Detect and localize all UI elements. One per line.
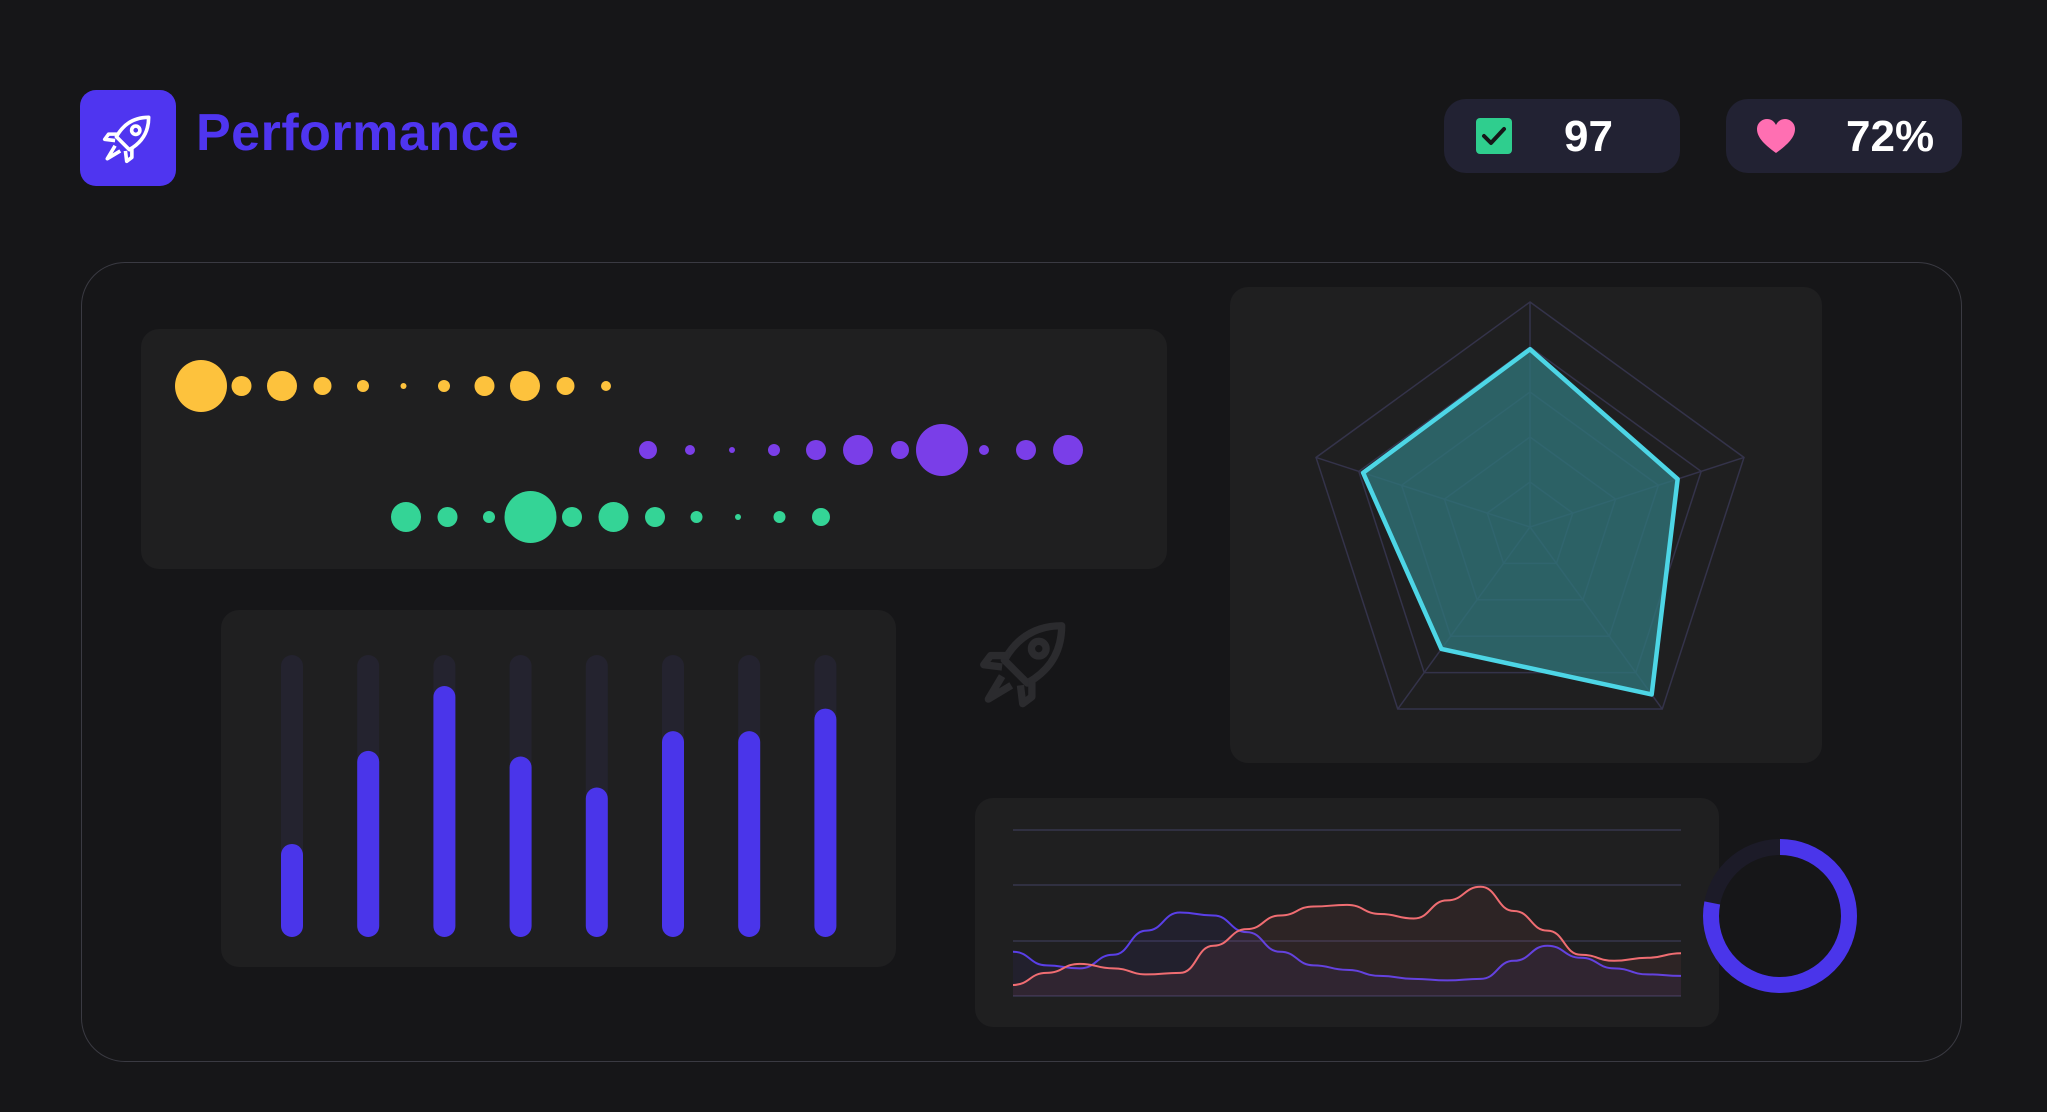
dot-point: [735, 514, 741, 520]
dot-point: [773, 511, 786, 523]
dot-point: [645, 507, 665, 527]
dot-point: [438, 380, 450, 392]
dot-point: [1016, 440, 1036, 460]
dot-point: [639, 441, 657, 459]
dot-point: [483, 511, 495, 523]
line-chart: [1012, 829, 1682, 997]
dot-point: [400, 383, 407, 389]
radar-grid-ring: [1315, 301, 1745, 710]
dot-point: [556, 377, 575, 395]
bar: [433, 686, 456, 937]
rocket-watermark-icon: [980, 622, 1066, 708]
dot-point: [175, 360, 227, 412]
dot-point: [979, 445, 989, 455]
rocket-icon: [102, 115, 151, 164]
dot-point: [562, 507, 582, 527]
dot-point: [313, 377, 332, 395]
line-area: [1013, 912, 1681, 996]
line-series: [1012, 885, 1682, 986]
dot-point: [690, 511, 703, 523]
dot-point: [601, 381, 611, 391]
dot-point: [504, 491, 557, 543]
dot-point: [437, 507, 458, 527]
line-chart-card: [975, 798, 1719, 1027]
dot-point: [916, 424, 968, 476]
dot-point: [843, 435, 873, 465]
dashboard-panel: [81, 262, 1962, 1062]
donut-progress-chart: [1703, 839, 1857, 993]
dot-point: [729, 447, 735, 453]
page-title: Performance: [196, 104, 520, 162]
donut-arc: [1703, 839, 1857, 993]
radar-series: [1360, 347, 1680, 697]
dot-point: [510, 371, 540, 401]
dot-matrix-card: [141, 329, 1167, 569]
bar: [585, 787, 608, 937]
line-series: [1012, 911, 1682, 982]
radar-grid-ring: [1357, 346, 1703, 674]
health-value: 72%: [1846, 112, 1935, 161]
app-logo: [80, 90, 176, 186]
bar: [814, 708, 837, 937]
dot-point: [891, 441, 909, 459]
bar: [357, 750, 380, 937]
bar: [281, 843, 303, 937]
radar-chart-card: [1230, 287, 1822, 763]
dot-point: [357, 380, 369, 392]
dot-point: [812, 508, 830, 526]
bar-chart-card: [221, 610, 896, 967]
radar-chart: [1315, 301, 1745, 710]
heart-icon: [1757, 119, 1795, 153]
dot-point: [685, 445, 695, 455]
bar: [738, 731, 761, 937]
dot-point: [391, 502, 421, 532]
tasks-stat: 97: [1444, 99, 1680, 173]
checkbox-check-icon: [1476, 118, 1512, 154]
health-stat: 72%: [1726, 99, 1962, 173]
dot-point: [598, 502, 629, 532]
dot-point: [768, 444, 780, 456]
bar-chart: [281, 655, 837, 937]
dot-point: [267, 371, 297, 401]
bar: [509, 756, 532, 937]
tasks-value: 97: [1564, 112, 1613, 161]
dot-point: [806, 440, 826, 460]
dot-matrix-chart: [175, 360, 1083, 543]
dot-point: [474, 376, 495, 396]
bar: [662, 731, 684, 937]
dot-point: [231, 376, 252, 396]
line-area: [1013, 886, 1681, 996]
dot-point: [1053, 435, 1083, 465]
